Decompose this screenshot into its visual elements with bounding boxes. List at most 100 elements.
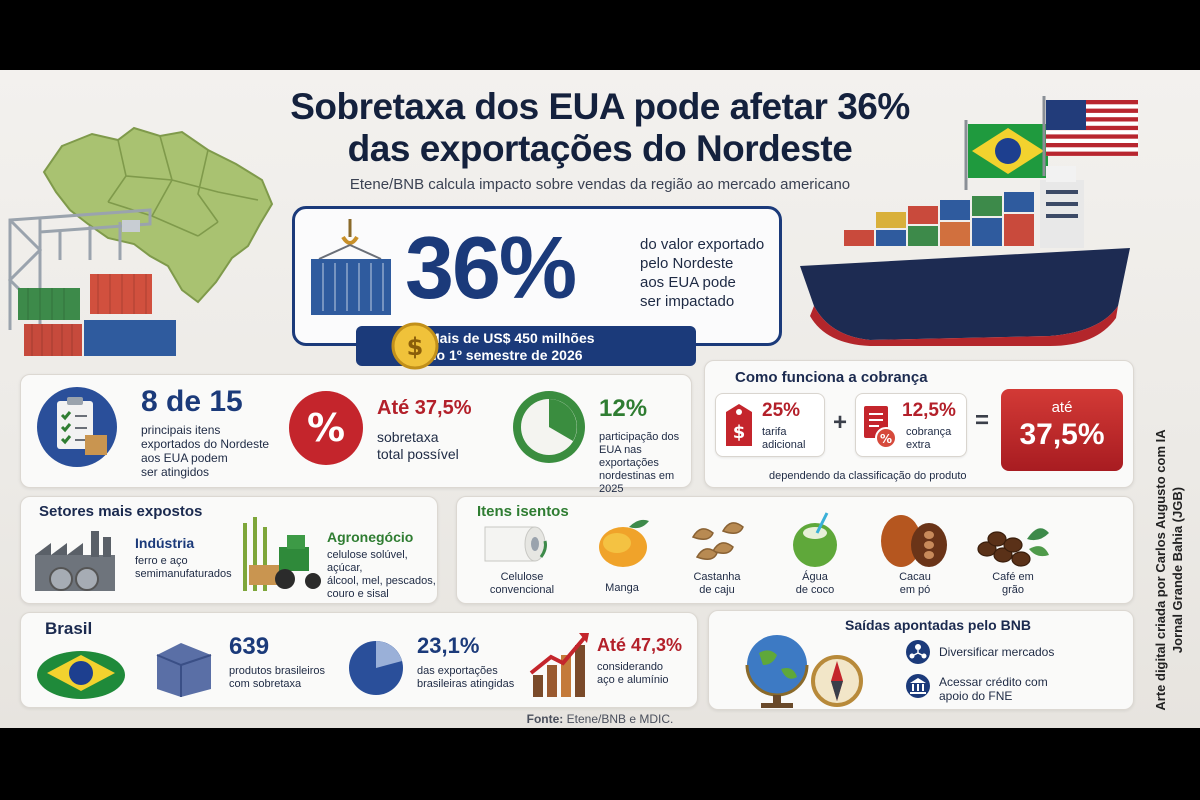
page-subtitle: Etene/BNB calcula impacto sobre vendas d… <box>349 176 851 193</box>
exempt-item-label: Água de coco <box>765 571 865 597</box>
card-title: Setores mais expostos <box>39 503 203 520</box>
desc-line: sobretaxa <box>377 429 439 445</box>
hero-desc-line: ser impactado <box>640 293 735 310</box>
document-percent-icon: % <box>864 406 896 449</box>
brazil-exports-value: 23,1% <box>417 633 480 658</box>
desc-line: aos EUA podem <box>141 451 228 465</box>
percent-icon: % <box>289 391 363 465</box>
factory-icon <box>35 531 115 591</box>
cashew-icon <box>691 522 744 560</box>
stat-surcharge-value: Até 37,5% <box>377 397 472 419</box>
coins-icon: $ <box>391 322 439 370</box>
label-line: de coco <box>795 584 835 596</box>
coffee-beans-icon <box>977 528 1049 567</box>
bank-icon <box>906 674 930 698</box>
brazil-steel-desc: considerando aço e alumínio <box>597 661 669 687</box>
total-value: 37,5% <box>1019 418 1105 451</box>
card-title: Itens isentos <box>477 503 569 520</box>
cargo-ship-illustration <box>800 166 1130 346</box>
ribbon-line-2: no 1º semestre de 2026 <box>428 347 583 363</box>
port-crane-illustration <box>7 208 152 330</box>
pie-chart-icon <box>513 391 585 463</box>
brazil-products-desc: produtos brasileiros com sobretaxa <box>229 665 325 691</box>
container-hook-icon <box>311 219 391 315</box>
charge-tariff-item: $ 25% tarifa adicional <box>715 393 825 457</box>
label-line: tarifa <box>762 426 787 438</box>
sector-agro-desc: celulose solúvel, açúcar, álcool, mel, p… <box>327 549 437 601</box>
extra-percent: 12,5% <box>902 400 956 421</box>
label-line: adicional <box>762 439 806 451</box>
hero-percent: 36% <box>405 218 577 317</box>
export-stats-card: 8 de 15 principais itens exportados do N… <box>20 374 692 495</box>
sector-agro-name: Agronegócio <box>327 529 414 545</box>
vertical-credit: Arte digital criada por Carlos Augusto c… <box>1144 370 1194 728</box>
stat-share-value: 12% <box>599 395 648 422</box>
network-icon <box>906 640 930 664</box>
credit-text: Arte digital criada por Carlos Augusto c… <box>1152 429 1186 710</box>
label-line: Castanha <box>693 571 741 583</box>
clipboard-icon <box>37 387 117 467</box>
sector-industry-desc: ferro e aço semimanufaturados <box>135 555 232 581</box>
total-label: até <box>1051 399 1073 416</box>
desc-line: ser atingidos <box>141 465 210 479</box>
desc-line: ferro e aço <box>135 555 188 567</box>
exempt-item-label: Celulose convencional <box>457 571 587 597</box>
brazil-exports-desc: das exportações brasileiras atingidas <box>417 665 514 691</box>
cocoa-pod-icon <box>881 515 947 567</box>
plus-sign: + <box>833 409 848 436</box>
desc-line: aço e alumínio <box>597 674 669 686</box>
hero-desc-line: do valor exportado <box>640 236 765 253</box>
coconut-icon <box>793 512 837 567</box>
label-line: convencional <box>489 584 555 596</box>
boxes-icon <box>156 643 212 697</box>
brazil-flag-badge-icon <box>37 651 125 699</box>
bar-chart-up-icon <box>529 633 589 697</box>
brazil-flag-illustration <box>964 120 1048 190</box>
label-line: cobrança <box>906 426 952 438</box>
desc-line: Acessar crédito com <box>939 675 1048 689</box>
label-line: em pó <box>899 584 931 596</box>
solution-credit: Acessar crédito com apoio do FNE <box>939 675 1048 703</box>
exposed-sectors-card: Setores mais expostos Indústria ferro e … <box>20 496 438 604</box>
svg-text:$: $ <box>407 333 424 361</box>
exempt-item-label: Manga <box>567 581 677 595</box>
hero-desc-line: pelo Nordeste <box>640 255 734 272</box>
stat-share-desc: participação dos EUA nas exportações nor… <box>599 431 691 496</box>
exempt-items-card: Itens isentos Celulose convencional Mang… <box>456 496 1134 604</box>
stat-items-value: 8 de 15 <box>141 385 243 418</box>
desc-line: semimanufaturados <box>135 568 232 580</box>
source-note: Fonte: Etene/BNB e MDIC. <box>0 712 1200 726</box>
label-line: de caju <box>699 584 735 596</box>
charge-extra-item: % 12,5% cobrança extra <box>855 393 967 457</box>
extra-label: cobrança extra <box>906 426 951 452</box>
card-title: Saídas apontadas pelo BNB <box>845 617 1031 633</box>
svg-text:$: $ <box>733 422 746 443</box>
desc-line: apoio do FNE <box>939 689 1013 703</box>
svg-text:%: % <box>307 406 345 450</box>
label-line: Cacau <box>899 571 931 583</box>
solution-diversify: Diversificar mercados <box>939 645 1055 659</box>
card-title: Brasil <box>45 619 93 638</box>
label-line: Café em <box>992 571 1034 583</box>
tariff-percent: 25% <box>762 400 801 421</box>
desc-line: couro e sisal <box>327 588 389 600</box>
hero-description: do valor exportado pelo Nordeste aos EUA… <box>640 235 780 311</box>
page-title: Sobretaxa dos EUA pode afetar 36% das ex… <box>200 86 1000 170</box>
desc-line: celulose solúvel, açúcar, <box>327 549 408 574</box>
globe-compass-icon <box>745 635 863 708</box>
desc-line: produtos brasileiros <box>229 665 325 677</box>
desc-line: nordestinas em 2025 <box>599 470 675 495</box>
sector-industry-name: Indústria <box>135 535 195 551</box>
card-title: Como funciona a cobrança <box>735 369 928 386</box>
brazil-map-illustration <box>42 126 274 304</box>
mango-icon <box>599 519 649 567</box>
price-tag-icon: $ <box>726 404 752 446</box>
equals-sign: = <box>975 407 990 434</box>
desc-line: das exportações <box>417 665 498 677</box>
charge-note: dependendo da classificação do produto <box>769 470 967 482</box>
stacked-containers-illustration <box>18 274 176 356</box>
stat-items-desc: principais itens exportados do Nordeste … <box>141 423 291 479</box>
title-line-2: das exportações do Nordeste <box>347 128 853 169</box>
label-line: Água <box>802 571 828 583</box>
